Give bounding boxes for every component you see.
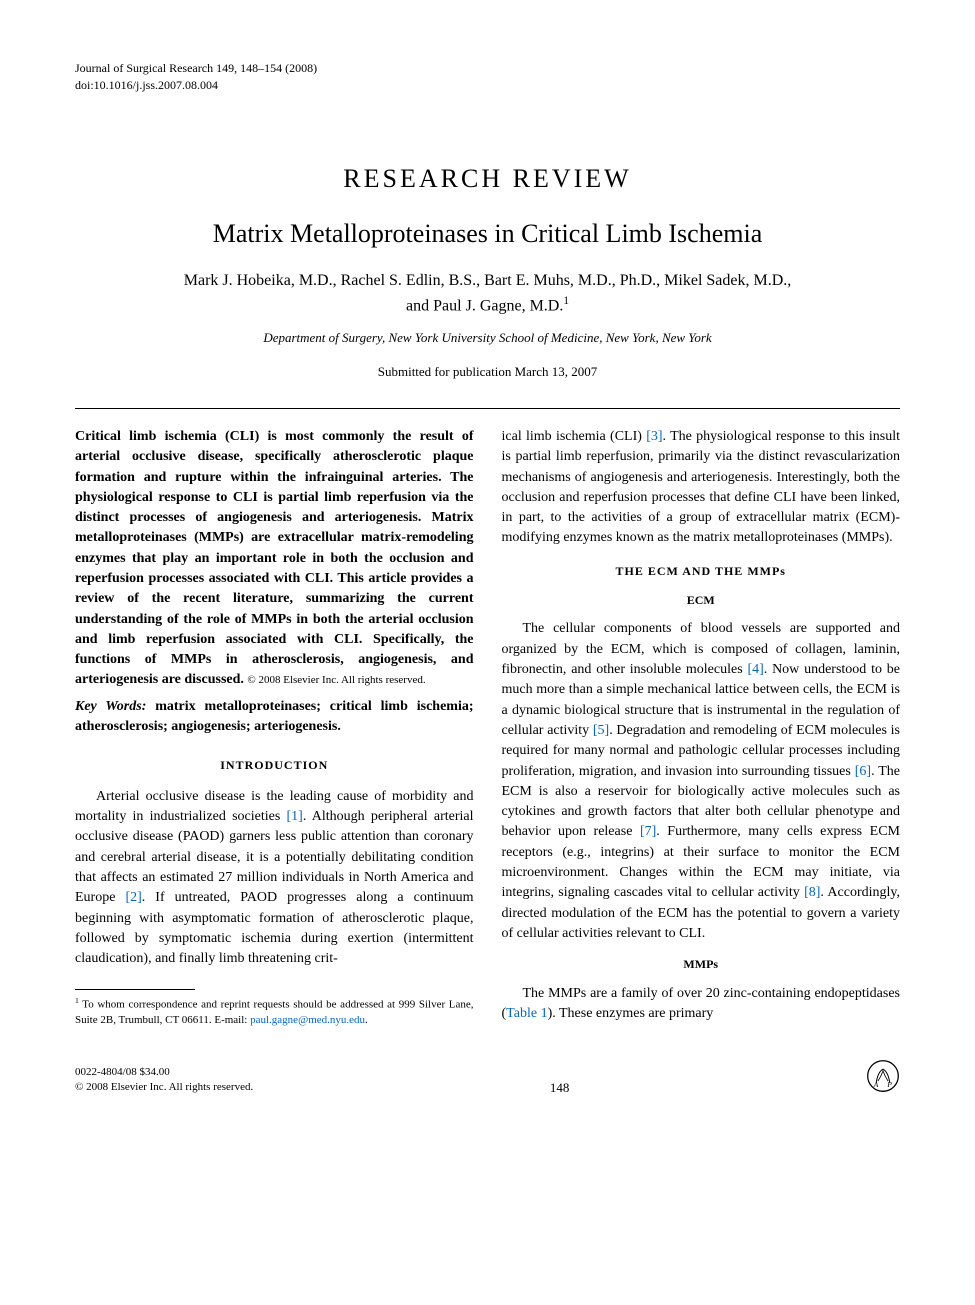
citation-link[interactable]: [2] [125,890,141,905]
abstract-copyright: © 2008 Elsevier Inc. All rights reserved… [247,674,425,686]
mmps-text: ). These enzymes are primary [548,1006,714,1021]
intro-text: ical limb ischemia (CLI) [502,429,647,444]
sub-heading-mmps: MMPs [502,956,901,973]
footer-left: 0022-4804/08 $34.00 © 2008 Elsevier Inc.… [75,1065,253,1096]
two-column-body: Critical limb ischemia (CLI) is most com… [75,427,900,1029]
footnote-text-end: . [365,1014,368,1026]
journal-doi: doi:10.1016/j.jss.2007.08.004 [75,77,900,94]
authors-line-1: Mark J. Hobeika, M.D., Rachel S. Edlin, … [184,272,792,289]
authors: Mark J. Hobeika, M.D., Rachel S. Edlin, … [75,269,900,318]
authors-line-2: and Paul J. Gagne, M.D. [406,297,563,314]
abstract-text: Critical limb ischemia (CLI) is most com… [75,429,474,688]
sub-heading-ecm: ECM [502,592,901,609]
publisher-logo: A P [866,1059,900,1096]
citation-link[interactable]: [8] [804,885,820,900]
article-type: RESEARCH REVIEW [75,164,900,194]
intro-paragraph-2: ical limb ischemia (CLI) [3]. The physio… [502,427,901,549]
abstract: Critical limb ischemia (CLI) is most com… [75,427,474,691]
right-column: ical limb ischemia (CLI) [3]. The physio… [502,427,901,1029]
page-footer: 0022-4804/08 $34.00 © 2008 Elsevier Inc.… [75,1059,900,1096]
footer-copyright: © 2008 Elsevier Inc. All rights reserved… [75,1080,253,1095]
header-divider [75,408,900,409]
section-heading-introduction: INTRODUCTION [75,757,474,774]
article-title: Matrix Metalloproteinases in Critical Li… [75,219,900,249]
journal-header: Journal of Surgical Research 149, 148–15… [75,60,900,94]
mmps-paragraph: The MMPs are a family of over 20 zinc-co… [502,984,901,1025]
citation-link[interactable]: [4] [747,662,763,677]
citation-link[interactable]: [1] [287,809,303,824]
footnote-separator [75,989,195,990]
keywords-label: Key Words: [75,699,146,714]
citation-link[interactable]: [3] [646,429,662,444]
intro-paragraph-1: Arterial occlusive disease is the leadin… [75,787,474,970]
footer-issn: 0022-4804/08 $34.00 [75,1065,253,1080]
ecm-paragraph: The cellular components of blood vessels… [502,619,901,944]
email-link[interactable]: paul.gagne@med.nyu.edu [250,1014,365,1026]
intro-text: . The physiological response to this ins… [502,429,901,545]
section-heading-ecm-mmps: THE ECM AND THE MMPs [502,563,901,580]
svg-text:P: P [886,1080,892,1089]
citation-link[interactable]: [6] [855,764,871,779]
left-column: Critical limb ischemia (CLI) is most com… [75,427,474,1029]
page-number: 148 [550,1080,570,1096]
citation-link[interactable]: [5] [593,723,609,738]
affiliation: Department of Surgery, New York Universi… [75,330,900,346]
elsevier-logo-icon: A P [866,1059,900,1093]
submitted-date: Submitted for publication March 13, 2007 [75,364,900,380]
journal-citation: Journal of Surgical Research 149, 148–15… [75,60,900,77]
citation-link[interactable]: [7] [640,824,656,839]
corresponding-author-footnote: 1 To whom correspondence and reprint req… [75,996,474,1028]
table-link[interactable]: Table 1 [506,1006,547,1021]
svg-text:A: A [873,1080,879,1089]
author-sup: 1 [563,295,569,307]
keywords: Key Words: matrix metalloproteinases; cr… [75,697,474,738]
